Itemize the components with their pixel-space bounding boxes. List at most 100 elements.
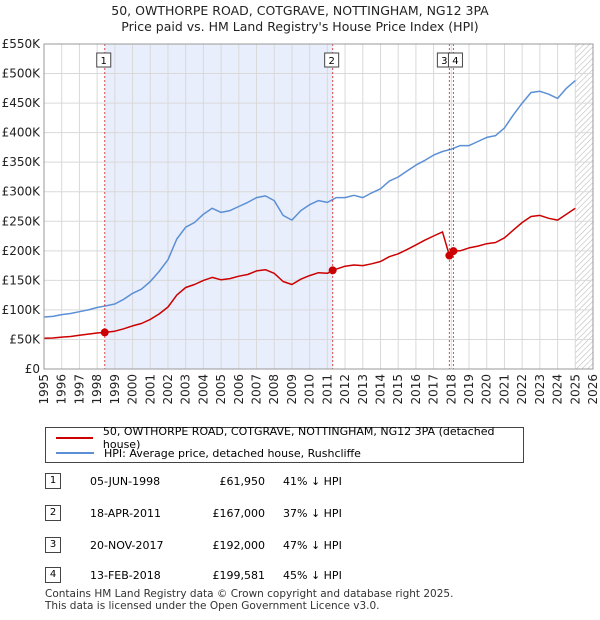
sale-point	[449, 247, 458, 256]
footer-line-1: Contains HM Land Registry data © Crown c…	[45, 588, 454, 600]
future-hatched-region	[575, 44, 593, 369]
x-tick-label: 2000	[126, 374, 140, 405]
legend-hpi-label: HPI: Average price, detached house, Rush…	[104, 446, 361, 460]
sale-label-frame	[447, 52, 463, 68]
sale-hpi-diff: 47% ↓ HPI	[283, 539, 342, 552]
x-tick-label: 2011	[320, 374, 334, 405]
x-tick-label: 2018	[444, 374, 458, 405]
y-tick-label: £0	[25, 362, 40, 376]
chart-title: 50, OWTHORPE ROAD, COTGRAVE, NOTTINGHAM,…	[0, 3, 600, 35]
x-tick-label: 2014	[373, 374, 387, 405]
x-tick-label: 1996	[55, 374, 69, 405]
y-tick-label: £550K	[2, 37, 42, 51]
sale-date: 20-NOV-2017	[90, 539, 164, 552]
sale-point	[100, 328, 109, 337]
footer-line-2: This data is licensed under the Open Gov…	[45, 600, 380, 612]
sale-date: 18-APR-2011	[90, 507, 162, 520]
legend-price-line	[56, 437, 93, 439]
x-tick-label: 2026	[586, 374, 600, 405]
x-tick-label: 2007	[250, 374, 264, 405]
x-tick-label: 2015	[391, 374, 405, 405]
sale-row: 4 13-FEB-2018 £199,581 45% ↓ HPI	[45, 567, 375, 585]
x-tick-label: 2008	[267, 374, 281, 405]
y-tick-label: £450K	[2, 96, 42, 110]
sale-date: 05-JUN-1998	[90, 475, 161, 488]
x-tick-label: 1998	[90, 374, 104, 405]
sale-date: 13-FEB-2018	[90, 569, 161, 582]
x-tick-label: 2010	[303, 374, 317, 405]
x-tick-label: 2005	[214, 374, 228, 405]
y-tick-label: £200K	[2, 244, 42, 258]
x-tick-label: 2009	[285, 374, 299, 405]
price-paid-line	[43, 207, 576, 340]
sale-label-number: 1	[101, 56, 107, 67]
x-tick-label: 2025	[568, 374, 582, 405]
plot-border	[43, 43, 594, 370]
sale-point	[328, 266, 337, 275]
sale-price: £199,581	[212, 569, 266, 582]
x-tick-label: 2022	[515, 374, 529, 405]
x-tick-label: 1997	[72, 374, 86, 405]
axes: £0 £50K £100K £150K £200K £250K £300K £350K £400…	[2, 37, 600, 405]
sale-label-frame	[324, 52, 340, 68]
x-tick-label: 2016	[409, 374, 423, 405]
sale-price: £61,950	[219, 475, 266, 488]
sale-row: 2 18-APR-2011 £167,000 37% ↓ HPI	[45, 505, 375, 523]
sale-label-box: 2	[324, 52, 340, 68]
sale-hpi-diff: 45% ↓ HPI	[283, 569, 342, 582]
footer-credits: Contains HM Land Registry data © Crown c…	[45, 588, 453, 612]
x-tick-label: 2001	[143, 374, 157, 405]
x-tick-label: 2012	[338, 374, 352, 405]
legend-item-hpi: HPI: Average price, detached house, Rush…	[56, 446, 361, 460]
plot-background	[44, 44, 593, 369]
x-tick-label: 2004	[196, 374, 210, 405]
y-tick-label: £350K	[2, 155, 42, 169]
sale-hpi-diff: 41% ↓ HPI	[283, 475, 342, 488]
sale-label-box: 4	[447, 52, 463, 68]
sale-label-frame	[96, 52, 112, 68]
x-tick-label: 2013	[356, 374, 370, 405]
legend-price-label: 50, OWTHORPE ROAD, COTGRAVE, NOTTINGHAM,…	[102, 425, 495, 451]
shaded-ownership-period	[104, 44, 333, 369]
x-tick-label: 2002	[161, 374, 175, 405]
sale-hpi-diff: 37% ↓ HPI	[283, 507, 342, 520]
y-tick-label: £50K	[9, 332, 41, 346]
x-tick-label: 1995	[37, 374, 51, 405]
sale-row: 1 05-JUN-1998 £61,950 41% ↓ HPI	[45, 473, 375, 491]
y-tick-label: £100K	[2, 303, 42, 317]
series-group	[43, 80, 576, 340]
sale-row: 3 20-NOV-2017 £192,000 47% ↓ HPI	[45, 537, 375, 555]
sale-price: £192,000	[212, 539, 266, 552]
x-tick-label: 2019	[462, 374, 476, 405]
sale-label-number: 4	[452, 56, 458, 67]
y-tick-label: £250K	[2, 214, 42, 228]
sale-label-number: 3	[441, 56, 447, 67]
legend-item-price: 50, OWTHORPE ROAD, COTGRAVE, NOTTINGHAM,…	[56, 425, 523, 451]
x-tick-label: 2006	[232, 374, 246, 405]
y-tick-label: £300K	[2, 185, 42, 199]
x-tick-label: 2020	[480, 374, 494, 405]
x-tick-label: 2017	[427, 374, 441, 405]
x-tick-label: 1999	[108, 374, 122, 405]
hpi-line	[43, 80, 576, 318]
legend: 50, OWTHORPE ROAD, COTGRAVE, NOTTINGHAM,…	[45, 425, 524, 463]
legend-hpi-line	[56, 452, 94, 454]
sale-number: 1	[45, 473, 61, 489]
y-tick-label: £400K	[2, 126, 42, 140]
sale-number: 4	[45, 567, 61, 583]
x-tick-label: 2021	[497, 374, 511, 405]
y-tick-label: £500K	[2, 67, 42, 81]
sale-number: 3	[45, 537, 61, 553]
sale-label-box: 1	[96, 52, 112, 68]
title-line-2: Price paid vs. HM Land Registry's House …	[121, 19, 479, 34]
x-tick-label: 2003	[179, 374, 193, 405]
sale-number: 2	[45, 505, 61, 521]
sale-price: £167,000	[212, 507, 266, 520]
x-tick-label: 2023	[533, 374, 547, 405]
y-tick-label: £150K	[2, 273, 42, 287]
x-tick-label: 2024	[551, 374, 565, 405]
sale-label-number: 2	[328, 56, 334, 67]
title-line-1: 50, OWTHORPE ROAD, COTGRAVE, NOTTINGHAM,…	[111, 3, 489, 18]
